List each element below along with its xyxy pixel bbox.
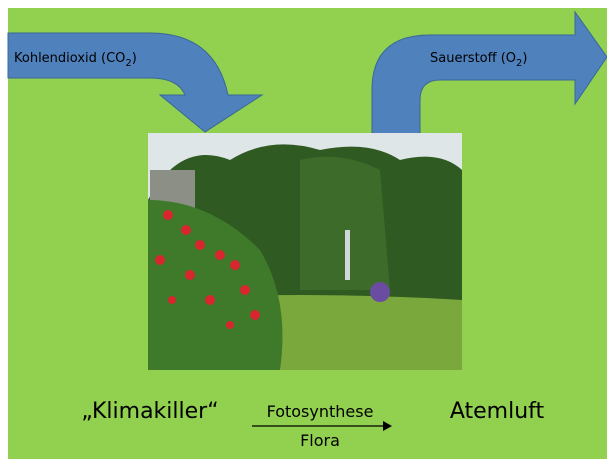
output-text: Sauerstoff (O — [430, 51, 516, 66]
source-label: „Klimakiller“ — [81, 399, 218, 424]
arrow-bottom-label: Flora — [300, 431, 340, 450]
garden-photo — [148, 133, 462, 370]
result-label: Atemluft — [450, 399, 545, 424]
arrow-top-label: Fotosynthese — [267, 402, 374, 421]
input-tail: ) — [132, 51, 137, 66]
slide: Kohlendioxid (CO2) Sauerstoff (O2) „Klim… — [0, 0, 607, 459]
output-tail: ) — [522, 51, 527, 66]
input-text: Kohlendioxid (CO — [14, 51, 125, 66]
